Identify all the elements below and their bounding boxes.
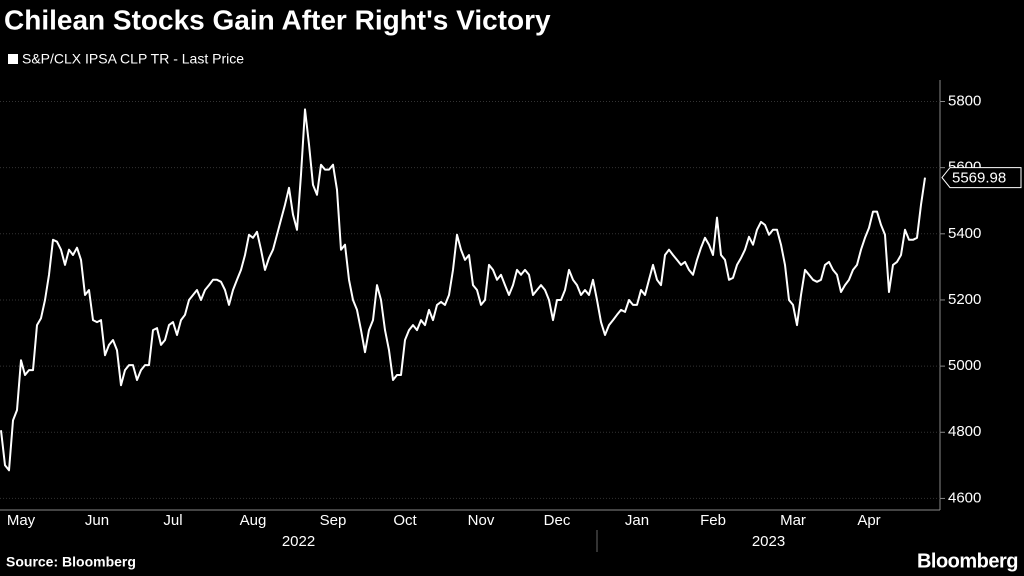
y-tick-label: 5400: [948, 225, 981, 242]
x-tick-label: May: [7, 512, 36, 529]
source: Source: Bloomberg: [6, 554, 136, 570]
x-tick-label: Aug: [240, 512, 267, 529]
x-group-label: 2023: [752, 533, 785, 550]
x-group-label: 2022: [282, 533, 315, 550]
y-tick-label: 5000: [948, 357, 981, 374]
x-tick-label: Feb: [700, 512, 726, 529]
x-tick-label: Dec: [544, 512, 571, 529]
x-tick-label: Sep: [320, 512, 347, 529]
legend-label: S&P/CLX IPSA CLP TR - Last Price: [22, 51, 244, 67]
legend-swatch: [8, 54, 18, 64]
y-tick-label: 5800: [948, 92, 981, 109]
last-value-box: [941, 167, 1022, 189]
chart-title: Chilean Stocks Gain After Right's Victor…: [4, 4, 551, 35]
y-tick-label: 5200: [948, 291, 981, 308]
x-tick-label: Mar: [780, 512, 806, 529]
x-tick-label: Jul: [163, 512, 182, 529]
y-tick-label: 4800: [948, 423, 981, 440]
x-tick-label: Nov: [468, 512, 495, 529]
last-value-label: 5569.98: [952, 170, 1006, 187]
x-tick-label: Oct: [393, 512, 417, 529]
brand: Bloomberg: [917, 550, 1018, 572]
y-tick-label: 4600: [948, 489, 981, 506]
price-line: [0, 108, 926, 472]
x-tick-label: Jun: [85, 512, 109, 529]
x-tick-label: Apr: [857, 512, 880, 529]
x-tick-label: Jan: [625, 512, 649, 529]
